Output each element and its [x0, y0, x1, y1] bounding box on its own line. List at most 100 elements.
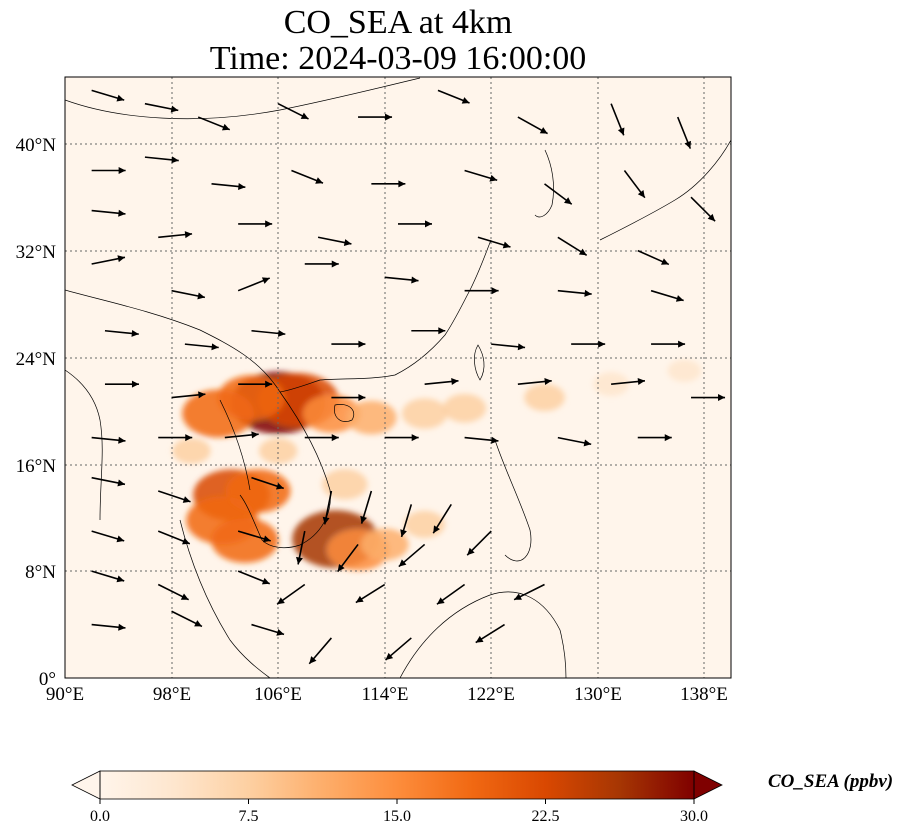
wind-arrow — [384, 434, 419, 442]
wind-arrow — [571, 340, 606, 348]
wind-arrow — [557, 436, 592, 447]
co-plume-patch — [211, 518, 279, 563]
co-plume-patch — [360, 528, 409, 561]
wind-arrow — [432, 503, 452, 534]
wind-arrow — [91, 255, 126, 265]
wind-arrow — [384, 276, 419, 284]
wind-arrow — [304, 260, 339, 268]
colorbar-extend-min — [71, 770, 101, 800]
bay-of-bengal-coast — [65, 369, 103, 521]
colorbar-tick-label: 22.5 — [532, 808, 560, 825]
wind-arrow — [211, 183, 246, 191]
co-plume-patch — [172, 438, 211, 464]
wind-arrow — [637, 249, 670, 266]
wind-arrow — [296, 530, 306, 565]
y-axis-ticks: 0° 8°N 16°N 24°N 32°N 40°N — [16, 135, 57, 690]
wind-arrow — [557, 236, 588, 256]
wind-arrow — [317, 236, 352, 246]
wind-arrow — [610, 103, 625, 136]
wind-arrow — [517, 378, 552, 385]
x-tick-label: 130°E — [574, 684, 622, 705]
wind-arrow — [331, 340, 366, 348]
co-plume-patch — [524, 383, 565, 412]
wind-arrow — [238, 380, 273, 388]
malay-coast — [179, 519, 271, 678]
wind-arrow — [623, 170, 646, 199]
wind-arrow — [358, 113, 393, 121]
colorbar-body — [100, 771, 694, 799]
wind-arrow — [398, 543, 426, 568]
y-tick-label: 40°N — [16, 135, 57, 156]
wind-arrow — [308, 637, 333, 665]
country-border-2 — [219, 399, 251, 491]
co-plume-patch — [346, 400, 397, 435]
china-coast — [279, 239, 492, 393]
wind-arrow — [144, 156, 179, 164]
wind-arrow — [184, 343, 219, 351]
wind-arrow — [464, 287, 499, 295]
mongolia-border — [65, 77, 421, 120]
y-tick-label: 32°N — [16, 242, 57, 263]
wind-arrow — [304, 434, 339, 442]
wind-arrow — [197, 116, 231, 131]
wind-arrow — [477, 236, 511, 249]
wind-arrow — [690, 196, 716, 222]
wind-arrow — [237, 277, 271, 292]
wind-arrow — [322, 490, 333, 525]
wind-arrow — [251, 623, 285, 636]
wind-arrow — [517, 116, 548, 135]
wind-arrow — [291, 169, 324, 184]
title-line-2: Time: 2024-03-09 16:00:00 — [210, 40, 587, 77]
hainan-coast — [334, 404, 355, 422]
colorbar: 0.0 7.5 15.0 22.5 30.0 CO_SEA (ppbv) — [71, 770, 893, 825]
x-tick-label: 90°E — [46, 684, 84, 705]
wind-arrow — [237, 570, 271, 585]
co-plume-patch — [302, 394, 361, 433]
country-border-1 — [65, 289, 281, 393]
y-tick-label: 16°N — [16, 456, 57, 477]
wind-arrow — [91, 476, 126, 487]
colorbar-tick-label: 7.5 — [239, 808, 259, 825]
wind-arrow — [691, 394, 726, 402]
coastlines — [65, 77, 731, 678]
wind-arrow — [91, 89, 125, 102]
wind-arrow — [104, 329, 139, 337]
wind-arrow — [676, 116, 692, 149]
wind-arrow — [251, 476, 284, 490]
wind-arrow — [557, 289, 592, 297]
indochina-coast — [239, 391, 331, 549]
wind-arrow — [436, 583, 466, 605]
wind-arrow — [398, 220, 432, 228]
wind-arrow — [237, 530, 271, 543]
x-tick-label: 114°E — [362, 684, 409, 705]
co-plume-patch — [182, 389, 255, 438]
wind-arrow — [144, 102, 179, 113]
map-frame — [64, 76, 732, 679]
borneo-coast — [399, 591, 567, 678]
wind-arrow — [337, 543, 359, 573]
wind-arrow — [91, 570, 125, 583]
wind-vectors — [91, 89, 726, 665]
title-line-1: CO_SEA at 4km — [284, 4, 513, 41]
x-tick-label: 106°E — [254, 684, 302, 705]
colorbar-extend-max — [693, 770, 723, 800]
wind-arrow — [91, 530, 125, 543]
wind-arrow — [277, 102, 309, 120]
colorbar-tick-label: 15.0 — [383, 808, 411, 825]
wind-arrow — [637, 434, 672, 442]
wind-arrow — [384, 637, 412, 661]
y-tick-label: 8°N — [25, 562, 56, 583]
co-plume-patch — [443, 393, 487, 423]
wind-arrow — [437, 89, 470, 104]
colorbar-label: CO_SEA (ppbv) — [768, 771, 893, 792]
wind-arrow — [371, 180, 406, 188]
wind-arrow — [611, 378, 646, 385]
y-tick-label: 24°N — [16, 349, 57, 370]
gridlines — [65, 77, 731, 678]
wind-arrow — [171, 289, 206, 300]
wind-arrow — [224, 431, 259, 439]
korea-coast — [534, 149, 554, 218]
wind-arrow — [475, 623, 505, 644]
x-axis-ticks: 90°E 98°E 106°E 114°E 122°E 130°E 138°E — [46, 684, 728, 705]
x-tick-label: 138°E — [680, 684, 728, 705]
